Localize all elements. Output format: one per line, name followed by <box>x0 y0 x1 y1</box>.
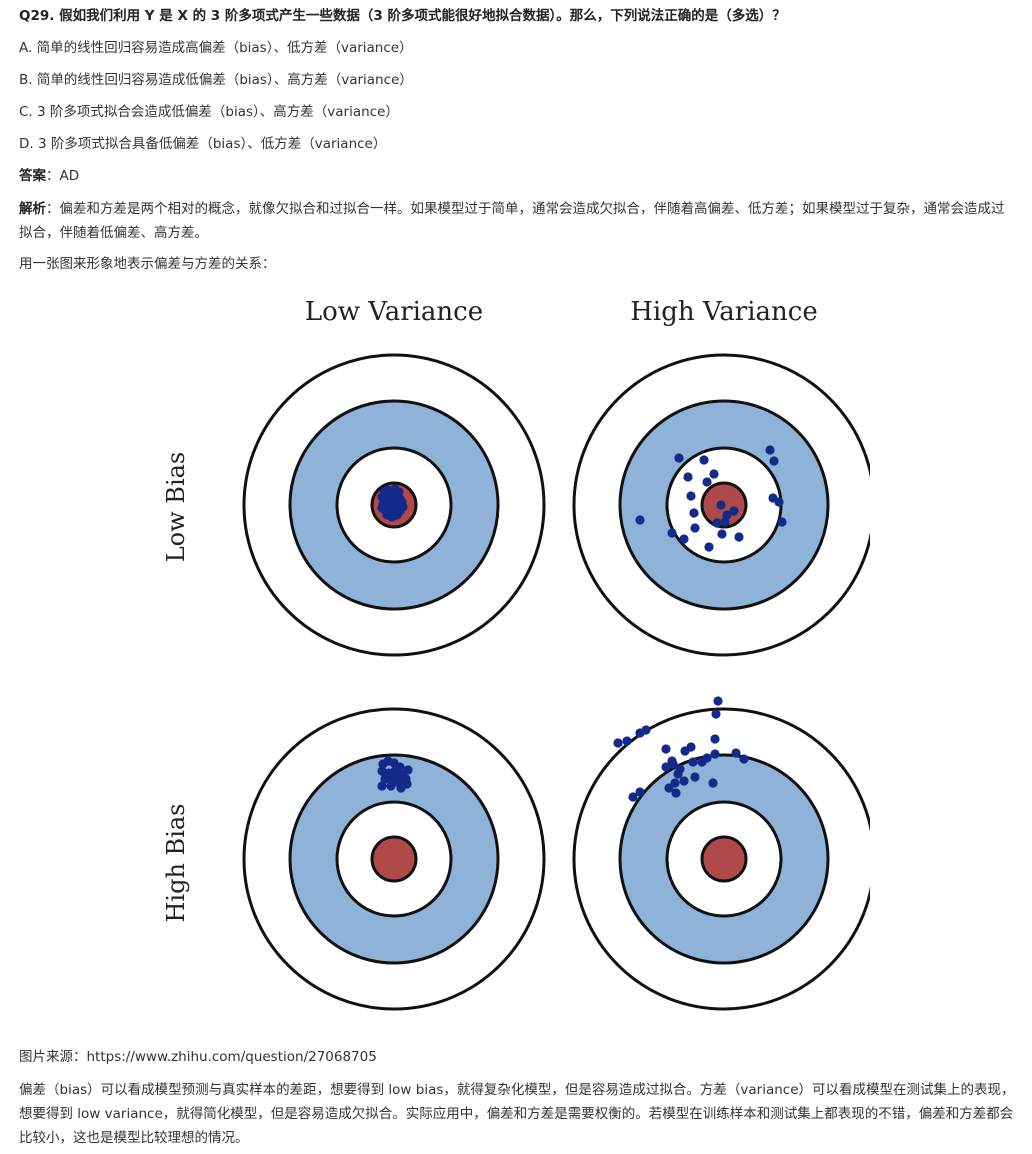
bullseye <box>700 835 748 883</box>
prediction-dot <box>377 503 387 513</box>
prediction-dot <box>398 502 408 512</box>
prediction-dot <box>679 534 689 544</box>
row-title-high-bias: High Bias <box>162 804 190 923</box>
prediction-dot <box>704 542 714 552</box>
prediction-dot <box>690 523 700 533</box>
prediction-dot <box>628 792 638 802</box>
bias-variance-figure: Low Variance High Variance Low Bias High… <box>150 284 870 1034</box>
figure-intro: 用一张图来形象地表示偏差与方差的关系： <box>19 256 276 272</box>
prediction-dot <box>377 781 387 791</box>
prediction-dot <box>403 765 413 775</box>
prediction-dot <box>391 772 401 782</box>
prediction-dot <box>402 779 412 789</box>
bullseye <box>370 835 418 883</box>
analysis-paragraph: 解析：偏差和方差是两个相对的概念，就像欠拟合和过拟合一样。如果模型过于简单，通常… <box>19 197 1017 245</box>
prediction-dot <box>690 772 700 782</box>
prediction-dot <box>689 508 699 518</box>
prediction-dot <box>664 783 674 793</box>
option-d: D. 3 阶多项式拟合具备低偏差（bias）、低方差（variance） <box>19 136 387 152</box>
prediction-dot <box>697 757 707 767</box>
prediction-dot <box>392 510 402 520</box>
analysis-label: 解析 <box>19 201 46 217</box>
prediction-dot <box>683 472 693 482</box>
prediction-dot <box>673 769 683 779</box>
target-low-bias-high-variance <box>572 353 870 657</box>
prediction-dot <box>708 778 718 788</box>
prediction-dot <box>710 749 720 759</box>
prediction-dot <box>734 532 744 542</box>
prediction-dot <box>769 456 779 466</box>
conclusion-paragraph: 偏差（bias）可以看成模型预测与真实样本的差距，想要得到 low bias，就… <box>19 1082 1015 1146</box>
prediction-dot <box>635 515 645 525</box>
question-title: Q29. 假如我们利用 Y 是 X 的 3 阶多项式产生一些数据（3 阶多项式能… <box>19 8 786 24</box>
target-low-bias-low-variance <box>242 353 546 657</box>
option-a: A. 简单的线性回归容易造成高偏差（bias）、低方差（variance） <box>19 40 413 56</box>
answer-separator: ： <box>46 168 60 184</box>
prediction-dot <box>661 762 671 772</box>
prediction-dot <box>686 742 696 752</box>
prediction-dot <box>622 736 632 746</box>
prediction-dot <box>739 754 749 764</box>
image-source: 图片来源：https://www.zhihu.com/question/2706… <box>19 1049 377 1065</box>
prediction-dot <box>699 455 709 465</box>
prediction-dot <box>729 506 739 516</box>
row-title-low-bias: Low Bias <box>162 452 190 563</box>
prediction-dot <box>674 453 684 463</box>
prediction-dot <box>667 528 677 538</box>
col-title-high-variance: High Variance <box>630 297 817 327</box>
prediction-dot <box>661 744 671 754</box>
prediction-dot <box>686 491 696 501</box>
prediction-dot <box>613 738 623 748</box>
prediction-dot <box>635 787 645 797</box>
prediction-dot <box>712 518 722 528</box>
prediction-dot <box>765 445 775 455</box>
prediction-dot <box>710 734 720 744</box>
prediction-dot <box>731 748 741 758</box>
target-high-bias-high-variance <box>572 696 870 1011</box>
prediction-dot <box>688 757 698 767</box>
answer-label: 答案 <box>19 168 46 184</box>
prediction-dot <box>713 696 723 706</box>
prediction-dot <box>777 517 787 527</box>
prediction-dot <box>774 497 784 507</box>
analysis-text: 偏差和方差是两个相对的概念，就像欠拟合和过拟合一样。如果模型过于简单，通常会造成… <box>19 201 1005 241</box>
bias-variance-diagram: Low Variance High Variance Low Bias High… <box>162 297 870 1011</box>
prediction-dot <box>716 500 726 510</box>
target-high-bias-low-variance <box>242 707 546 1011</box>
prediction-dot <box>717 529 727 539</box>
prediction-dot <box>679 776 689 786</box>
prediction-dot <box>668 759 678 769</box>
option-c: C. 3 阶多项式拟合会造成低偏差（bias）、高方差（variance） <box>19 104 399 120</box>
prediction-dot <box>386 781 396 791</box>
prediction-dot <box>709 469 719 479</box>
col-title-low-variance: Low Variance <box>305 297 483 327</box>
prediction-dot <box>377 766 387 776</box>
answer-value: AD <box>59 168 80 184</box>
answer-line: 答案：AD <box>19 165 79 187</box>
prediction-dot <box>722 510 732 520</box>
prediction-dot <box>635 728 645 738</box>
prediction-dot <box>702 477 712 487</box>
prediction-dot <box>720 517 730 527</box>
option-b: B. 简单的线性回归容易造成低偏差（bias）、高方差（variance） <box>19 72 413 88</box>
prediction-dot <box>711 709 721 719</box>
prediction-dot <box>380 774 390 784</box>
prediction-dot <box>671 788 681 798</box>
analysis-separator: ： <box>46 201 60 217</box>
